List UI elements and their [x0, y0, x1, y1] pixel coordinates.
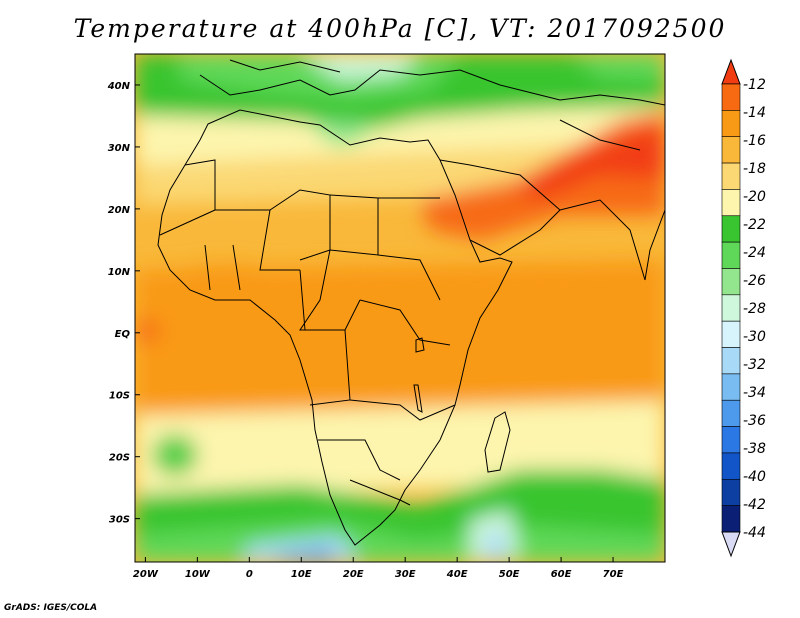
lon-tick-label: 0	[246, 569, 253, 580]
colorbar-swatch	[721, 162, 741, 190]
colorbar: -12 -14 -16 -18 -20 -22 -24 -26 -28 -30 -32 -34 -36 -…	[721, 58, 766, 558]
colorbar-bottom-arrow	[721, 531, 741, 558]
colorbar-swatch	[721, 83, 741, 111]
lat-tick-label: 10N	[108, 267, 131, 278]
grads-credit: GrADS: IGES/COLA	[4, 603, 98, 613]
colorbar-swatch	[721, 373, 741, 401]
plot-frame	[134, 53, 666, 563]
colorbar-label: -38	[743, 441, 766, 457]
colorbar-label: -34	[743, 385, 766, 401]
colorbar-label: -40	[743, 469, 766, 485]
lon-tick-label: 10E	[291, 569, 312, 580]
colorbar-label: -44	[743, 525, 766, 541]
lat-tick-label: 10S	[109, 391, 130, 402]
colorbar-label: -24	[743, 245, 766, 261]
colorbar-swatch	[721, 215, 741, 243]
lon-tick-label: 20E	[343, 569, 364, 580]
lat-tick-label: 30N	[108, 143, 131, 154]
colorbar-swatch	[721, 399, 741, 427]
latitude-axis: 40N 30N 20N 10N EQ 10S 20S 30S	[107, 81, 140, 526]
lat-tick-label: 30S	[109, 515, 130, 526]
lon-tick-label: 10W	[185, 569, 211, 580]
temperature-field	[135, 54, 665, 562]
colorbar-top-arrow	[721, 58, 741, 85]
chart-title: Temperature at 400hPa [C], VT: 201709250…	[73, 14, 727, 43]
colorbar-label: -42	[743, 497, 766, 513]
colorbar-swatch	[721, 294, 741, 322]
colorbar-label: -32	[743, 357, 766, 373]
colorbar-swatch	[721, 189, 741, 217]
colorbar-swatch	[721, 478, 741, 506]
colorbar-swatch	[721, 347, 741, 375]
colorbar-label: -12	[743, 77, 766, 93]
colorbar-label: -14	[743, 105, 766, 121]
colorbar-swatch	[721, 452, 741, 480]
lon-tick-label: 60E	[551, 569, 572, 580]
coastlines	[157, 59, 665, 546]
colorbar-swatch	[721, 136, 741, 164]
colorbar-label: -16	[743, 133, 766, 149]
colorbar-swatch	[721, 268, 741, 296]
lon-tick-label: 30E	[395, 569, 416, 580]
colorbar-label: -30	[743, 329, 766, 345]
colorbar-swatch	[721, 426, 741, 454]
colorbar-swatch	[721, 320, 741, 348]
colorbar-label: -22	[743, 217, 766, 233]
colorbar-label: -18	[743, 161, 766, 177]
colorbar-swatch	[721, 110, 741, 138]
lon-tick-label: 70E	[603, 569, 624, 580]
lon-tick-label: 50E	[499, 569, 520, 580]
lat-tick-label: 20N	[108, 205, 131, 216]
lon-tick-label: 40E	[446, 569, 468, 580]
colorbar-label: -26	[743, 273, 766, 289]
lat-tick-label: EQ	[115, 329, 131, 340]
colorbar-label: -36	[743, 413, 766, 429]
lon-tick-label: 20W	[133, 569, 159, 580]
colorbar-label: -20	[743, 189, 766, 205]
colorbar-swatch	[721, 505, 741, 533]
longitude-axis: 20W 10W 0 10E 20E 30E 40E 50E 60E 70E	[133, 557, 624, 580]
colorbar-label: -28	[743, 301, 766, 317]
lat-tick-label: 20S	[109, 453, 130, 464]
lat-tick-label: 40N	[107, 81, 131, 92]
colorbar-swatch	[721, 241, 741, 269]
